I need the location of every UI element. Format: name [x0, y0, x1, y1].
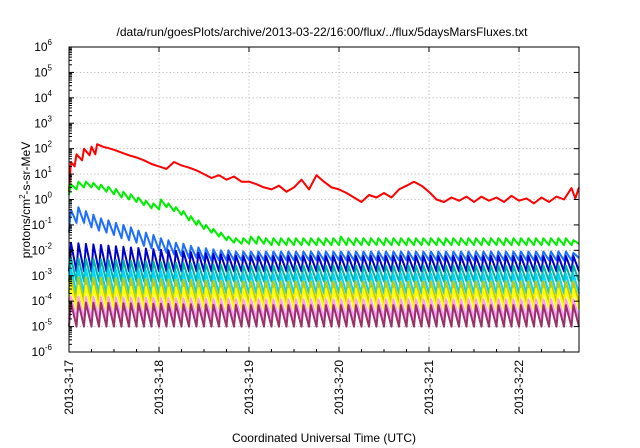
y-tick-label: 10-5 — [32, 318, 53, 334]
x-tick-label: 2013-3-22 — [512, 360, 526, 415]
y-tick-label: 10-1 — [32, 216, 53, 232]
y-axis-ticks: 10-6 10-5 10-4 10-3 10-2 10-1 100 101 102 103 104 1… — [32, 38, 579, 359]
y-tick-label: 10-3 — [32, 267, 53, 283]
x-axis-label: Coordinated Universal Time (UTC) — [232, 431, 416, 445]
x-tick-label: 2013-3-21 — [422, 360, 436, 415]
x-axis-ticks: 2013-3-17 2013-3-18 2013-3-19 2013-3-20 2013… — [62, 47, 565, 415]
y-tick-label: 102 — [34, 140, 52, 156]
x-tick-label: 2013-3-18 — [152, 360, 166, 415]
y-tick-label: 100 — [34, 191, 52, 207]
series-line-0 — [68, 143, 580, 205]
y-tick-label: 106 — [34, 38, 52, 54]
x-tick-label: 2013-3-20 — [332, 360, 346, 415]
y-tick-label: 10-6 — [32, 343, 53, 359]
chart-title: /data/run/goesPlots/archive/2013-03-22/1… — [117, 25, 529, 39]
series-group — [68, 143, 580, 328]
series-line-1 — [68, 180, 580, 247]
y-tick-label: 104 — [34, 89, 52, 105]
x-tick-label: 2013-3-19 — [242, 360, 256, 415]
y-tick-label: 101 — [34, 165, 52, 181]
y-tick-label: 105 — [34, 63, 52, 79]
x-tick-label: 2013-3-17 — [62, 360, 76, 415]
y-axis-label: protons/cm2-s-sr-MeV — [18, 142, 33, 258]
y-tick-label: 10-2 — [32, 241, 53, 257]
series-line-9 — [68, 301, 580, 328]
series-line-3 — [68, 241, 580, 273]
y-tick-label: 10-4 — [32, 292, 53, 308]
series-line-4 — [68, 257, 580, 283]
series-line-2 — [68, 206, 580, 262]
y-tick-label: 103 — [34, 114, 52, 130]
